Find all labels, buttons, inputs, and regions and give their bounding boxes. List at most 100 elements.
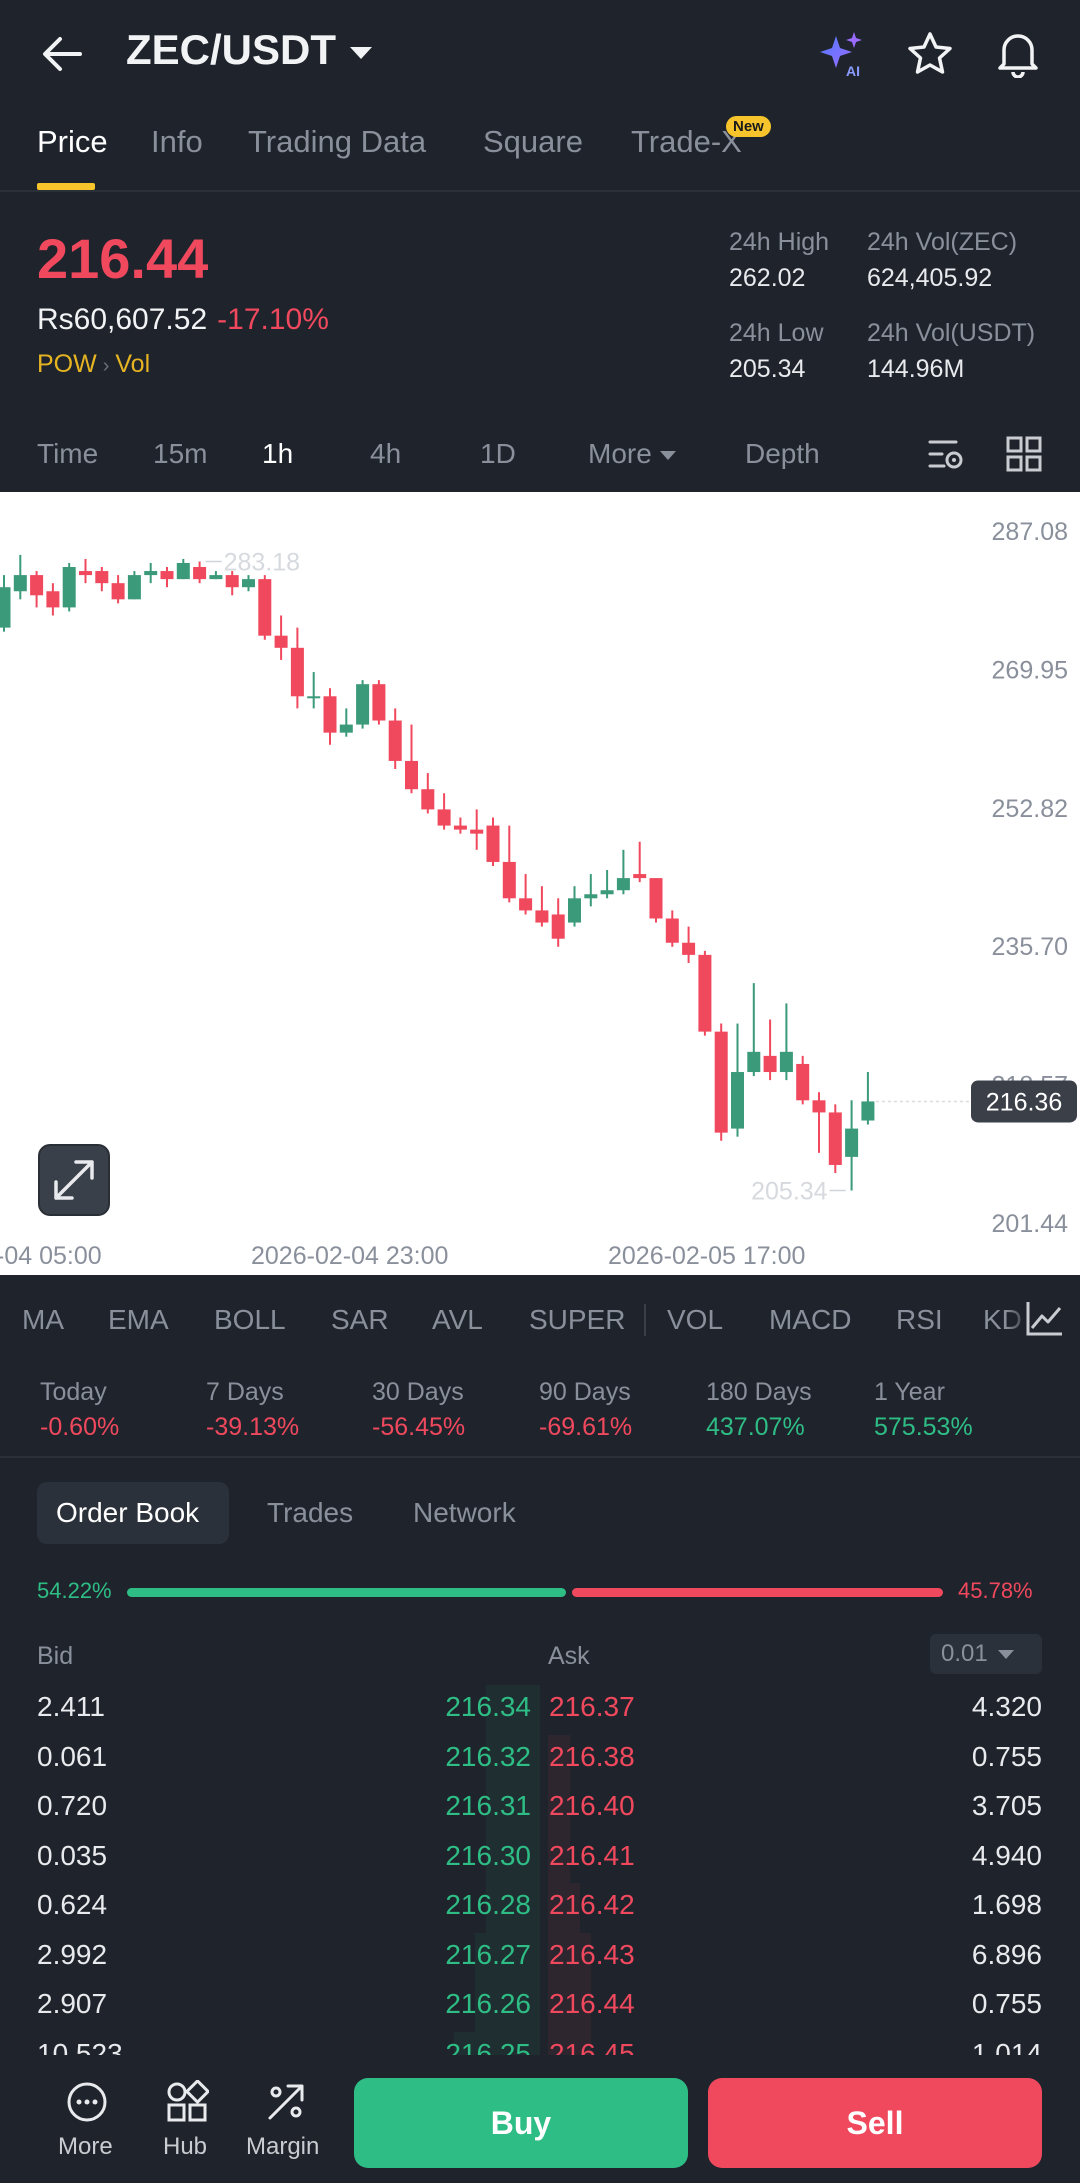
order-book-row[interactable]: 2.992 216.27 216.43 6.896 (0, 1932, 1080, 1982)
candle-body (176, 562, 190, 580)
fullscreen-button[interactable] (38, 1144, 110, 1216)
indicator-boll[interactable]: BOLL (214, 1304, 286, 1335)
line-chart-icon (1026, 1302, 1062, 1336)
tf-1d[interactable]: 1D (480, 438, 516, 469)
indicator-ma[interactable]: MA (22, 1304, 64, 1335)
perf-180d-label: 180 Days (706, 1378, 812, 1406)
tab-price[interactable]: Price (37, 124, 108, 159)
alert-button[interactable] (994, 28, 1042, 83)
tf-4h[interactable]: 4h (370, 438, 402, 469)
ask-price: 216.45 (549, 2037, 635, 2056)
back-arrow-icon (43, 37, 82, 71)
tab-trades[interactable]: Trades (267, 1497, 354, 1528)
bid-ratio: 54.22% (37, 1578, 112, 1603)
perf-7d: -39.13% (206, 1413, 300, 1441)
candle-body (845, 1128, 859, 1157)
bid-quantity: 2.992 (37, 1938, 108, 1970)
buy-button[interactable]: Buy (354, 2078, 688, 2168)
price-change: -17.10% (217, 303, 329, 336)
indicator-avl[interactable]: AVL (432, 1304, 483, 1335)
ask-depth-bar (548, 1883, 581, 1933)
favorite-button[interactable] (906, 30, 954, 83)
nav-more[interactable]: More (52, 2072, 122, 2172)
nav-margin-label: Margin (246, 2133, 320, 2160)
candle-body (519, 898, 533, 911)
candle-body (682, 942, 696, 955)
star-icon (908, 32, 952, 74)
order-book-row[interactable]: 0.624 216.28 216.42 1.698 (0, 1883, 1080, 1933)
bid-price: 216.25 (445, 2037, 531, 2056)
tab-network[interactable]: Network (413, 1497, 516, 1528)
candle-body (307, 696, 321, 699)
chevron-down-icon (350, 46, 372, 59)
candle-body (763, 1055, 777, 1073)
divider (0, 190, 1080, 192)
ask-price: 216.42 (549, 1889, 635, 1920)
candle-body (356, 684, 370, 725)
sell-button[interactable]: Sell (708, 2078, 1042, 2168)
perf-30d-label: 30 Days (372, 1378, 464, 1406)
chart-settings-button[interactable] (926, 434, 966, 479)
bid-quantity: 10.523 (37, 2037, 123, 2056)
nav-hub-label: Hub (163, 2133, 208, 2160)
ask-depth-bar (548, 1734, 570, 1784)
indicator-sar[interactable]: SAR (331, 1304, 389, 1335)
stat-low: 205.34 (729, 355, 806, 383)
tab-info[interactable]: Info (151, 124, 203, 159)
tf-15m[interactable]: 15m (153, 438, 208, 469)
tf-more[interactable]: More (588, 438, 676, 470)
order-book-row[interactable]: 0.061 216.32 216.38 0.755 (0, 1734, 1080, 1784)
y-tick-label: 201.44 (992, 1210, 1069, 1238)
indicator-macd[interactable]: MACD (769, 1304, 852, 1335)
indicator-super[interactable]: SUPER (529, 1304, 626, 1335)
tab-trade-x[interactable]: Trade-X (631, 124, 742, 159)
order-book-row[interactable]: 10.523 216.25 216.45 1.014 (0, 2031, 1080, 2056)
candle-body (13, 575, 27, 592)
tab-square[interactable]: Square (483, 124, 583, 159)
bid-depth-bar (486, 1734, 540, 1784)
indicator-fade (1006, 1292, 1080, 1348)
precision-select[interactable]: 0.01 (930, 1634, 1042, 1674)
ai-button[interactable]: AI (818, 30, 868, 85)
tag-vol[interactable]: Vol (115, 350, 151, 378)
order-book-row[interactable]: 2.907 216.26 216.44 0.755 (0, 1982, 1080, 2032)
pair-selector[interactable]: ZEC/USDT (126, 26, 372, 74)
indicator-vol[interactable]: VOL (667, 1304, 724, 1335)
candle-body (405, 760, 418, 790)
tab-order-book[interactable]: Order Book (56, 1497, 200, 1528)
order-book-row[interactable]: 2.411 216.34 216.37 4.320 (0, 1685, 1080, 1735)
bid-column-label: Bid (37, 1642, 74, 1670)
indicator-ema[interactable]: EMA (108, 1304, 169, 1335)
layout-grid-button[interactable] (1004, 434, 1044, 479)
candle-body (225, 575, 239, 588)
pair-title: ZEC/USDT (126, 26, 336, 73)
tf-1h[interactable]: 1h (262, 438, 294, 469)
candle-body (388, 720, 402, 761)
bid-quantity: 0.035 (37, 1839, 108, 1871)
tab-trading-data[interactable]: Trading Data (248, 124, 427, 159)
nav-hub[interactable]: Hub (155, 2072, 225, 2172)
tf-time[interactable]: Time (37, 438, 99, 469)
bid-quantity: 0.720 (37, 1790, 108, 1821)
stat-vol-base: 624,405.92 (867, 264, 993, 292)
bid-depth-bar (475, 1982, 540, 2032)
back-button[interactable] (40, 34, 84, 79)
current-price-tag (971, 1080, 1077, 1123)
indicator-settings-button[interactable] (1024, 1298, 1064, 1343)
nav-margin[interactable]: Margin (246, 2072, 326, 2172)
current-price-label: 216.36 (986, 1088, 1062, 1116)
tag-pow[interactable]: POW (37, 350, 97, 378)
bid-depth-bar (486, 1883, 540, 1933)
tf-depth[interactable]: Depth (745, 438, 820, 469)
candle-body (46, 591, 60, 608)
candle-body (453, 825, 467, 830)
ask-quantity: 4.320 (971, 1691, 1042, 1722)
order-book-row[interactable]: 0.720 216.31 216.40 3.705 (0, 1784, 1080, 1834)
hub-grid-icon (167, 2080, 209, 2122)
candle-body (323, 696, 337, 733)
indicator-rsi[interactable]: RSI (896, 1304, 943, 1335)
order-book-row[interactable]: 0.035 216.30 216.41 4.940 (0, 1833, 1080, 1883)
perf-1y: 575.53% (874, 1413, 973, 1441)
price-chart[interactable]: 287.08269.95252.82235.70218.57201.44-04 … (0, 492, 1080, 1275)
candle-body (209, 575, 223, 580)
